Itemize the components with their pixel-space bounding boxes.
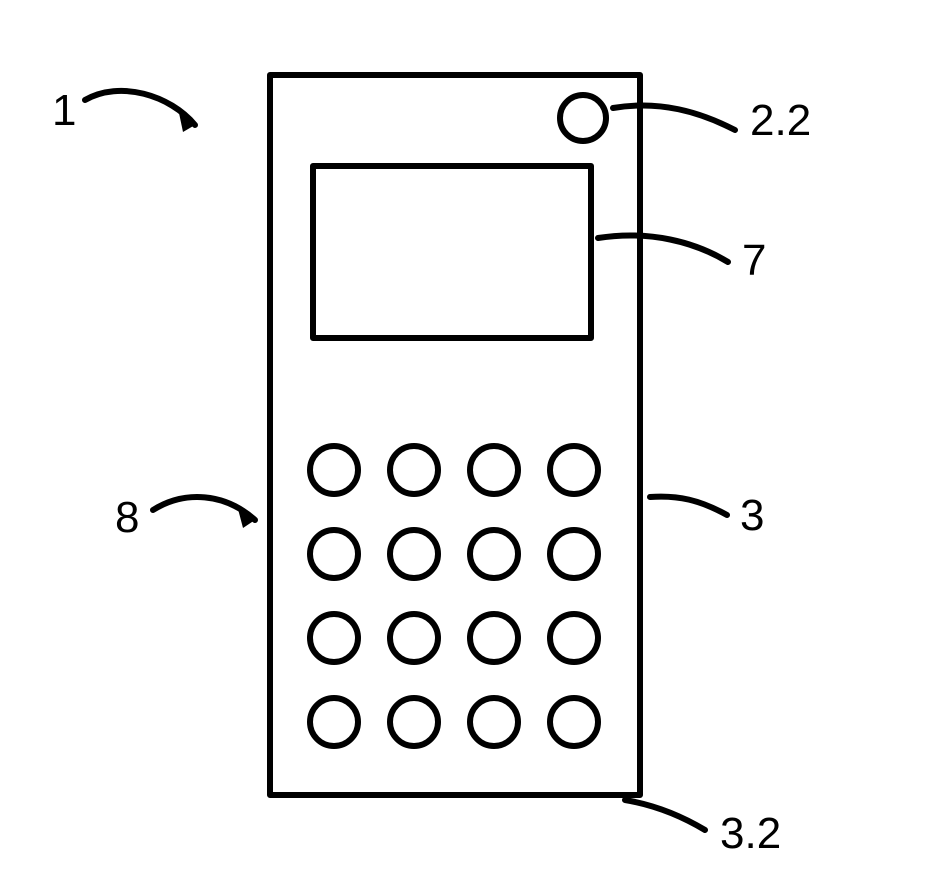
leader-keypad (153, 497, 255, 520)
keypad-button (390, 530, 438, 578)
leader-sensor (613, 105, 735, 130)
device-sensor (560, 95, 606, 141)
keypad-button (310, 698, 358, 746)
leader-screen (598, 235, 728, 262)
keypad-button (550, 530, 598, 578)
keypad-button (310, 446, 358, 494)
keypad-button (470, 698, 518, 746)
keypad-button (390, 698, 438, 746)
keypad-button (470, 530, 518, 578)
label-overall: 1 (52, 86, 76, 135)
label-body: 3 (740, 491, 764, 540)
keypad-button (550, 698, 598, 746)
keypad-button (470, 614, 518, 662)
keypad-button (390, 614, 438, 662)
leader-body (650, 497, 727, 515)
device-body (270, 75, 640, 795)
device-screen (313, 166, 591, 338)
label-bottom-edge: 3.2 (720, 809, 781, 858)
keypad-button (550, 446, 598, 494)
keypad-button (310, 530, 358, 578)
label-sensor: 2.2 (750, 96, 811, 145)
keypad-button (550, 614, 598, 662)
leader-bottom-edge (625, 800, 705, 830)
leader-overall (85, 91, 195, 125)
device-diagram: 1 2.2 7 8 3 3.2 (0, 0, 933, 893)
label-screen: 7 (742, 236, 766, 285)
keypad-button (390, 446, 438, 494)
keypad-button (470, 446, 518, 494)
label-keypad: 8 (115, 493, 139, 542)
keypad-button (310, 614, 358, 662)
device-keypad (310, 446, 598, 746)
